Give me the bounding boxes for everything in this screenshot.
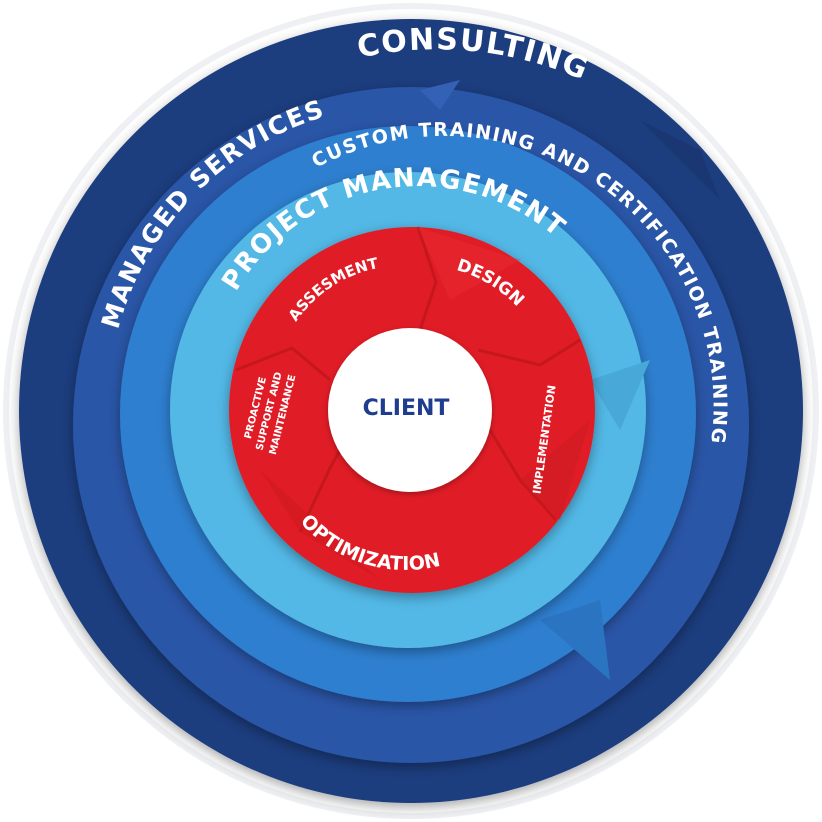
client-center — [328, 328, 492, 492]
client-label: CLIENT — [363, 396, 450, 421]
